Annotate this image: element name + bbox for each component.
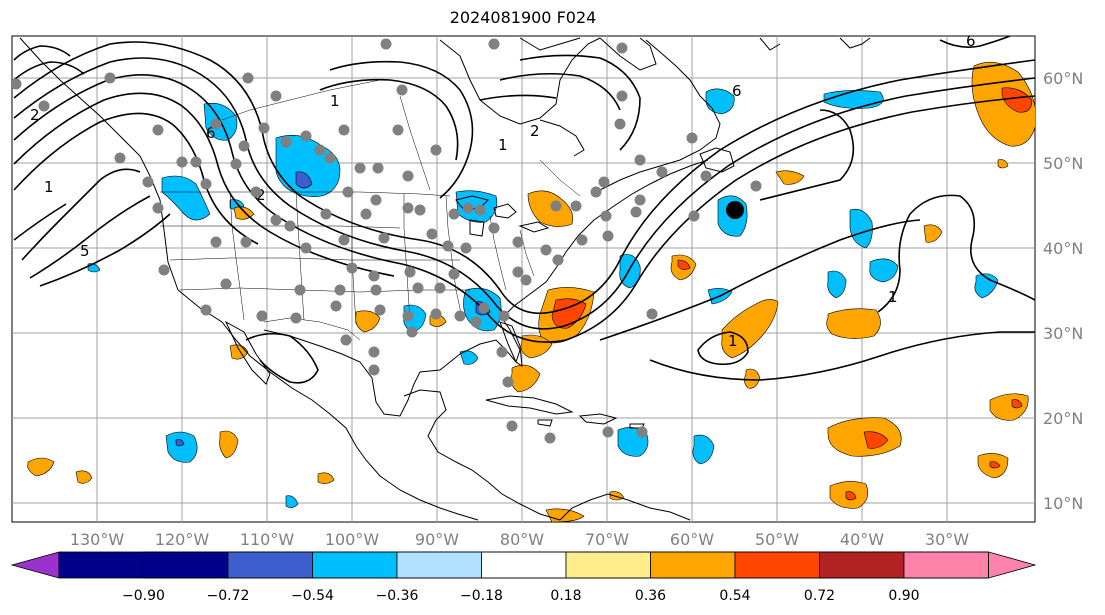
colorbar-bin [312,551,398,579]
contour-label: 1 [330,92,340,110]
colorbar-bin [565,551,651,579]
colorbar-label: −0.18 [460,588,503,604]
height-contours [13,36,1035,384]
contour-label: 6 [206,124,216,142]
colorbar-label: 0.90 [888,588,919,604]
lon-label: 50°W [755,530,799,549]
lat-label: 40°N [1043,239,1083,258]
lon-label: 130°W [70,530,125,549]
colorbar-bin [396,551,482,579]
colorbar-label: 0.18 [550,588,581,604]
lon-label: 80°W [500,530,544,549]
contour-label: 1 [728,332,738,350]
lon-label: 40°W [840,530,884,549]
colorbar-bin [734,551,820,579]
contour-label: 6 [966,32,976,50]
colorbar-labels: −0.90 −0.72 −0.54 −0.36 −0.18 0.18 0.36 … [122,588,920,604]
lon-label: 60°W [670,530,714,549]
latitude-labels: 60°N 50°N 40°N 30°N 20°N 10°N [1043,69,1083,513]
lon-label: 70°W [585,530,629,549]
lon-label: 30°W [925,530,969,549]
colorbar-label: 0.72 [804,588,835,604]
contour-labels: 2 1 5 6 2 1 2 1 6 1 1 6 [30,32,976,350]
colorbar-bin [143,551,229,579]
lat-label: 20°N [1043,409,1083,428]
colorbar-label: −0.90 [122,588,165,604]
political-borders [160,79,581,341]
station-dots [12,38,762,444]
contour-label: 6 [732,82,742,100]
lat-label: 50°N [1043,154,1083,173]
contour-label: 1 [498,136,508,154]
lon-label: 120°W [155,530,210,549]
colorbar-label: −0.36 [376,588,419,604]
colorbar-bin [903,551,989,579]
lon-label: 110°W [240,530,295,549]
colorbar-bin [481,551,567,579]
lat-label: 30°N [1043,324,1083,343]
colorbar-label: 0.36 [635,588,666,604]
colorbar-label: 0.54 [719,588,750,604]
contour-label: 1 [44,178,54,196]
highlight-marker [726,201,744,219]
lat-label: 60°N [1043,69,1083,88]
contour-label: 2 [30,106,40,124]
map-title: 2024081900 F024 [449,8,597,27]
colorbar-extend-high [988,551,1037,579]
colorbar-bin [227,551,313,579]
contour-label: 1 [888,288,898,306]
lon-label: 90°W [415,530,459,549]
longitude-labels: 130°W 120°W 110°W 100°W 90°W 80°W 70°W 6… [70,530,969,549]
contour-label: 2 [530,122,540,140]
colorbar-extend-low [10,551,60,579]
colorbar-label: −0.72 [207,588,250,604]
contour-label: 5 [80,242,90,260]
lat-label: 10°N [1043,494,1083,513]
lon-label: 100°W [325,530,380,549]
colorbar-label: −0.54 [291,588,334,604]
contour-label: 2 [256,186,266,204]
colorbar-bin [650,551,736,579]
colorbar-bin [819,551,905,579]
colorbar-bin [59,552,144,578]
colorbar [10,551,1037,579]
